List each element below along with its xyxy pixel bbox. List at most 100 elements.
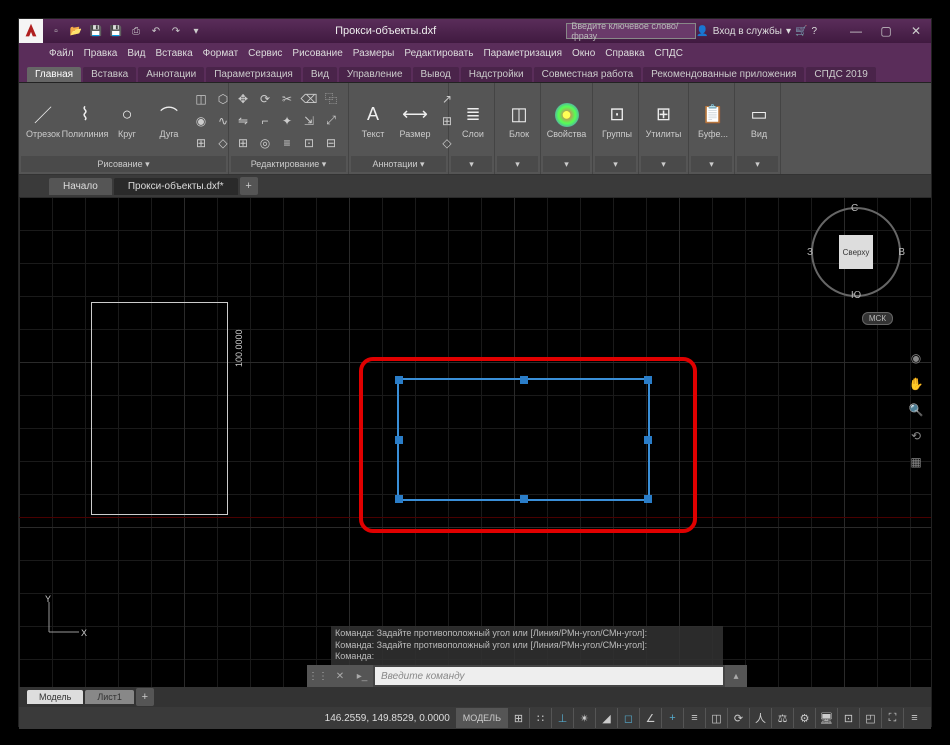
menu-dims[interactable]: Размеры — [353, 48, 395, 59]
cmd-close-icon[interactable]: ✕ — [329, 665, 351, 687]
sb-lwt-icon[interactable]: ≡ — [683, 708, 705, 728]
menu-service[interactable]: Сервис — [248, 48, 282, 59]
sb-cycle-icon[interactable]: ⟳ — [727, 708, 749, 728]
dim-button[interactable]: ⟷Размер — [395, 101, 435, 141]
tab-add-button[interactable]: + — [240, 177, 258, 195]
view-cube[interactable]: Сверху С Ю В З — [811, 207, 901, 297]
grip-tl[interactable] — [395, 376, 403, 384]
sb-custom-icon[interactable]: ≡ — [903, 708, 925, 728]
menu-edit[interactable]: Правка — [84, 48, 118, 59]
close-button[interactable]: ✕ — [901, 19, 931, 43]
menu-draw[interactable]: Рисование — [292, 48, 342, 59]
undo-icon[interactable]: ↶ — [147, 22, 165, 40]
panel-groups-drop[interactable]: ▾ — [595, 156, 636, 172]
clipboard-button[interactable]: 📋Буфе... — [693, 101, 733, 141]
plot-icon[interactable]: ⎙ — [127, 22, 145, 40]
panel-layers-drop[interactable]: ▾ — [451, 156, 492, 172]
view-button[interactable]: ▭Вид — [739, 101, 779, 141]
menu-modify[interactable]: Редактировать — [404, 48, 473, 59]
tab-home[interactable]: Главная — [27, 67, 81, 82]
sb-ws-icon[interactable]: ⚙ — [793, 708, 815, 728]
sb-monitor-icon[interactable]: 🖥 — [815, 708, 837, 728]
sb-model-button[interactable]: МОДЕЛЬ — [456, 708, 507, 728]
login-link[interactable]: Вход в службы — [713, 26, 782, 37]
redo-icon[interactable]: ↷ — [167, 22, 185, 40]
grip-tr[interactable] — [644, 376, 652, 384]
tab-spds[interactable]: СПДС 2019 — [806, 67, 875, 82]
cmd-recent-icon[interactable]: ▴ — [725, 665, 747, 687]
panel-draw-title[interactable]: Рисование ▾ — [21, 156, 226, 172]
utils-button[interactable]: ⊞Утилиты — [643, 101, 684, 141]
nav-wheel-icon[interactable]: ◉ — [905, 347, 927, 369]
wcs-badge[interactable]: МСК — [862, 312, 893, 325]
ucs-icon[interactable]: XY — [39, 592, 89, 647]
app-logo[interactable] — [19, 19, 43, 43]
line-button[interactable]: ／Отрезок — [23, 101, 63, 141]
sb-dyn-icon[interactable]: + — [661, 708, 683, 728]
cart-icon[interactable]: 🛒 — [795, 26, 807, 37]
layout-sheet1[interactable]: Лист1 — [85, 690, 134, 704]
fillet-icon[interactable]: ⌐ — [255, 111, 275, 131]
search-input[interactable]: Введите ключевое слово/фразу — [566, 23, 696, 39]
saveas-icon[interactable]: 💾 — [107, 22, 125, 40]
draw-tool-icon[interactable]: ◉ — [191, 111, 211, 131]
menu-view[interactable]: Вид — [127, 48, 145, 59]
tab-view[interactable]: Вид — [303, 67, 337, 82]
tab-output[interactable]: Вывод — [413, 67, 459, 82]
arc-button[interactable]: ⌒Дуга — [149, 101, 189, 141]
sb-iso-icon[interactable]: ◢ — [595, 708, 617, 728]
erase-icon[interactable]: ⌫ — [299, 89, 319, 109]
qat-more-icon[interactable]: ▾ — [187, 22, 205, 40]
menu-spds[interactable]: СПДС — [655, 48, 683, 59]
cmd-handle-icon[interactable]: ⋮⋮ — [307, 665, 329, 687]
save-icon[interactable]: 💾 — [87, 22, 105, 40]
block-button[interactable]: ◫Блок — [499, 101, 539, 141]
stretch-icon[interactable]: ⇲ — [299, 111, 319, 131]
menu-help[interactable]: Справка — [605, 48, 644, 59]
panel-anno-title[interactable]: Аннотации ▾ — [351, 156, 446, 172]
tab-param[interactable]: Параметризация — [206, 67, 301, 82]
rotate-icon[interactable]: ⟳ — [255, 89, 275, 109]
command-input[interactable]: Введите команду — [375, 667, 723, 685]
explode-icon[interactable]: ✦ — [277, 111, 297, 131]
grip-br[interactable] — [644, 495, 652, 503]
login-dropdown-icon[interactable]: ▾ — [786, 26, 791, 37]
copy-icon[interactable]: ⿻ — [321, 89, 341, 109]
tab-insert[interactable]: Вставка — [83, 67, 136, 82]
panel-edit-title[interactable]: Редактирование ▾ — [231, 156, 346, 172]
menu-window[interactable]: Окно — [572, 48, 595, 59]
panel-view-drop[interactable]: ▾ — [737, 156, 778, 172]
edit-tool-icon[interactable]: ⊡ — [299, 133, 319, 153]
tab-manage[interactable]: Управление — [339, 67, 411, 82]
text-button[interactable]: AТекст — [353, 101, 393, 141]
layout-model[interactable]: Модель — [27, 690, 83, 704]
menu-param[interactable]: Параметризация — [483, 48, 562, 59]
grip-tm[interactable] — [520, 376, 528, 384]
grip-bm[interactable] — [520, 495, 528, 503]
sb-transp-icon[interactable]: ◫ — [705, 708, 727, 728]
edit-tool-icon[interactable]: ≡ — [277, 133, 297, 153]
rectangle-object[interactable] — [91, 302, 228, 515]
draw-tool-icon[interactable]: ◫ — [191, 89, 211, 109]
menu-format[interactable]: Формат — [203, 48, 239, 59]
menu-insert[interactable]: Вставка — [155, 48, 192, 59]
drawing-canvas[interactable]: 100.0000 XY Сверху С Ю В З МСК ◉ ✋ 🔍 — [19, 197, 931, 687]
grip-rm[interactable] — [644, 436, 652, 444]
sb-ortho-icon[interactable]: ⊥ — [551, 708, 573, 728]
help-icon[interactable]: ? — [811, 26, 817, 37]
edit-tool-icon[interactable]: ⊟ — [321, 133, 341, 153]
scale-icon[interactable]: ⤢ — [321, 111, 341, 131]
sb-track-icon[interactable]: ∠ — [639, 708, 661, 728]
draw-tool-icon[interactable]: ⊞ — [191, 133, 211, 153]
panel-props-drop[interactable]: ▾ — [543, 156, 590, 172]
cmd-prompt-icon[interactable]: ▸_ — [351, 665, 373, 687]
tab-addins[interactable]: Надстройки — [461, 67, 532, 82]
offset-icon[interactable]: ◎ — [255, 133, 275, 153]
maximize-button[interactable]: ▢ — [871, 19, 901, 43]
minimize-button[interactable]: — — [841, 19, 871, 43]
nav-zoom-icon[interactable]: 🔍 — [905, 399, 927, 421]
panel-block-drop[interactable]: ▾ — [497, 156, 538, 172]
sb-grid-icon[interactable]: ⊞ — [507, 708, 529, 728]
selected-rectangle[interactable] — [397, 378, 650, 501]
sb-annoscale-icon[interactable]: ⚖ — [771, 708, 793, 728]
